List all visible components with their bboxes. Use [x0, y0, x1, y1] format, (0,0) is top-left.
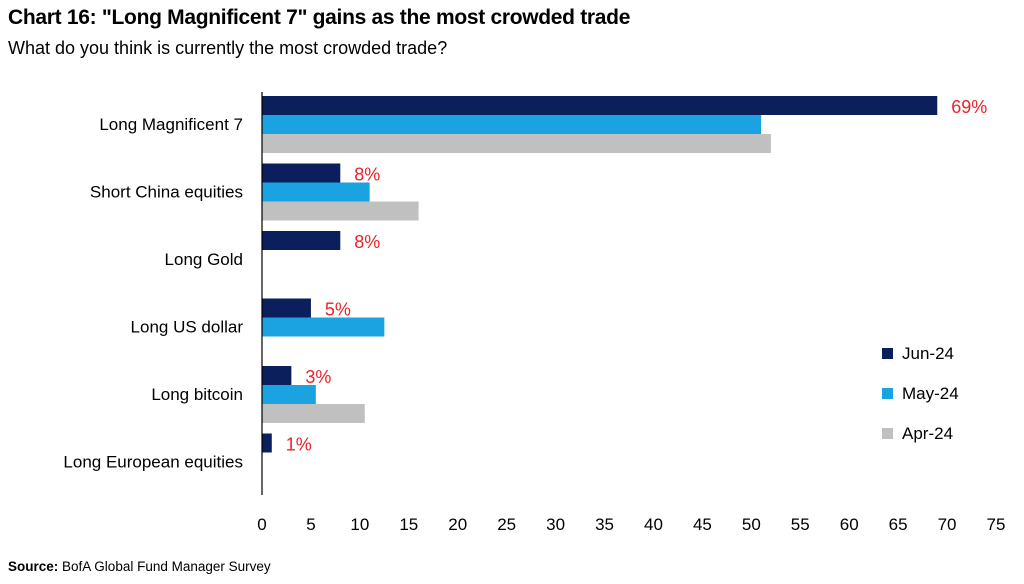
x-tick-label: 45	[693, 515, 712, 534]
x-tick-label: 15	[399, 515, 418, 534]
category-label: Long US dollar	[131, 318, 244, 337]
bar-jun-24-5	[262, 433, 272, 453]
legend-swatch	[882, 348, 893, 359]
source-label: Source:	[8, 559, 59, 574]
x-tick-label: 0	[257, 515, 266, 534]
chart-subtitle: What do you think is currently the most …	[8, 38, 448, 58]
x-tick-label: 55	[791, 515, 810, 534]
bar-may-24-3	[262, 317, 385, 337]
x-tick-label: 35	[595, 515, 614, 534]
legend-label: Apr-24	[902, 424, 953, 443]
bar-may-24-0	[262, 115, 762, 134]
legend-label: Jun-24	[902, 344, 954, 363]
legend-label: May-24	[902, 384, 959, 403]
bar-apr-24-4	[262, 404, 365, 423]
bar-jun-24-3	[262, 298, 311, 318]
x-tick-label: 20	[448, 515, 467, 534]
x-tick-label: 10	[350, 515, 369, 534]
bar-jun-24-1	[262, 163, 341, 183]
x-tick-label: 75	[987, 515, 1006, 534]
bar-may-24-4	[262, 385, 316, 404]
bar-jun-24-0	[262, 96, 938, 115]
x-tick-label: 60	[840, 515, 859, 534]
x-tick-label: 30	[546, 515, 565, 534]
bar-jun-24-2	[262, 231, 341, 250]
data-label: 1%	[286, 435, 312, 455]
category-label: Long Magnificent 7	[99, 115, 243, 134]
x-tick-label: 65	[889, 515, 908, 534]
legend-swatch	[882, 428, 893, 439]
chart-title: Chart 16: "Long Magnificent 7" gains as …	[8, 6, 631, 29]
x-tick-label: 40	[644, 515, 663, 534]
category-label: Short China equities	[90, 183, 243, 202]
legend-swatch	[882, 388, 893, 399]
bar-jun-24-4	[262, 366, 292, 385]
x-tick-label: 25	[497, 515, 516, 534]
x-tick-label: 50	[742, 515, 761, 534]
data-label: 8%	[354, 165, 380, 185]
x-tick-label: 70	[938, 515, 957, 534]
category-label: Long Gold	[165, 250, 243, 269]
bar-apr-24-1	[262, 201, 419, 221]
category-label: Long European equities	[63, 453, 243, 472]
bar-apr-24-0	[262, 134, 771, 153]
data-label: 5%	[325, 300, 351, 320]
category-label: Long bitcoin	[151, 385, 243, 404]
data-label: 3%	[305, 367, 331, 387]
source-note: Source: BofA Global Fund Manager Survey	[8, 559, 271, 574]
bar-may-24-1	[262, 182, 370, 202]
data-label: 8%	[354, 232, 380, 252]
data-label: 69%	[951, 97, 987, 117]
x-tick-label: 5	[306, 515, 315, 534]
source-text: BofA Global Fund Manager Survey	[62, 559, 271, 574]
